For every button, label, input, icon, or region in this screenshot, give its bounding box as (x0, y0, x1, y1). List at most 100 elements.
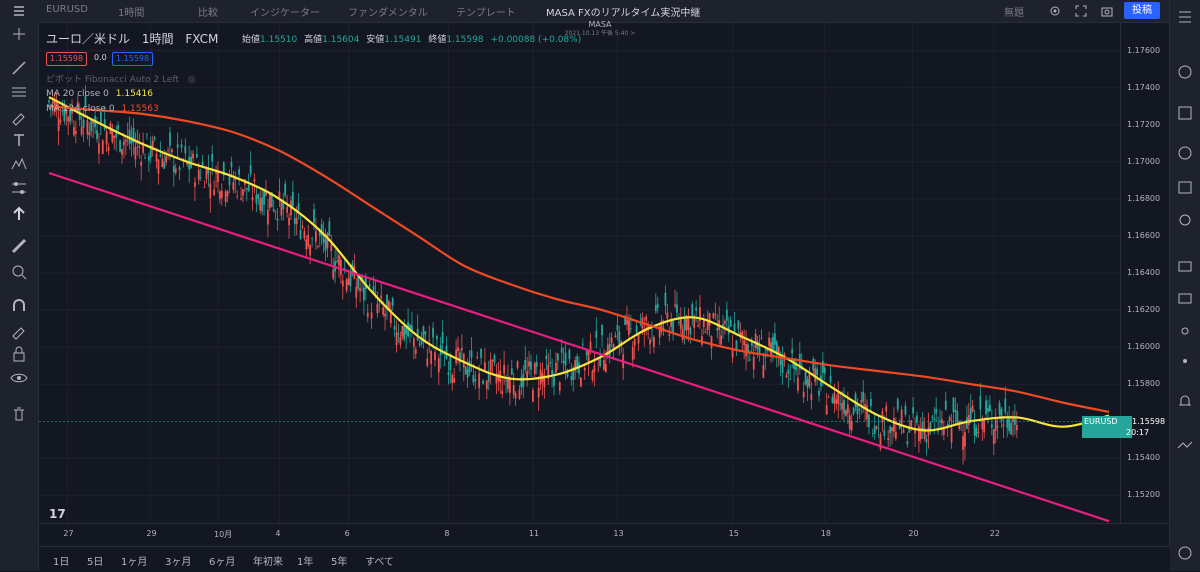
candle-body (699, 306, 701, 321)
candle-body (484, 362, 486, 370)
candle-body (63, 106, 66, 121)
candle-body (434, 352, 436, 361)
prediction-icon[interactable] (9, 178, 29, 198)
candle-body (393, 326, 396, 330)
range-button[interactable]: 3ヶ月 (165, 557, 192, 568)
time-tick: 20 (908, 529, 919, 538)
eye-icon[interactable] (9, 368, 29, 388)
candle-body (570, 376, 573, 380)
candle-body (739, 331, 742, 337)
indicators-button[interactable]: インジケーター (250, 8, 320, 19)
pattern-icon[interactable] (9, 154, 29, 174)
ma124-legend[interactable]: MA 124 close 0 1.15563 (46, 104, 159, 114)
symbol-legend[interactable]: ユーロ／米ドル 1時間 FXCM (46, 30, 218, 47)
magnet-icon[interactable] (9, 296, 29, 316)
candle-body (873, 426, 876, 434)
price-scale[interactable]: 1.17600 1.17400 1.17200 1.17000 1.16800 1.166… (1120, 23, 1171, 523)
pivot-legend[interactable]: ピボット Fibonacci Auto 2 Left ◎ (46, 75, 196, 85)
candle-body (184, 146, 187, 154)
candle-body (706, 322, 709, 331)
data-window-icon[interactable] (1176, 104, 1194, 122)
compare-button[interactable]: 比較 (198, 8, 218, 19)
candle-body (887, 438, 890, 441)
candle-body (1014, 416, 1016, 425)
symbol-name: ユーロ／米ドル (46, 32, 131, 46)
candle-body (860, 400, 863, 404)
range-button[interactable]: 1日 (53, 557, 70, 568)
candle-body (437, 358, 440, 373)
text-icon[interactable] (9, 130, 29, 150)
brush-icon[interactable] (9, 106, 29, 126)
ruler-icon[interactable] (9, 236, 29, 256)
sell-button[interactable]: 1.15598 (46, 52, 88, 66)
ma20-legend[interactable]: MA 20 close 0 1.15416 (46, 89, 153, 99)
trading-panel-icon[interactable] (1176, 436, 1194, 454)
menu-icon[interactable] (12, 4, 26, 18)
price-tick: 1.16800 (1127, 193, 1161, 203)
horizontal-lines-icon[interactable] (9, 82, 29, 102)
trash-icon[interactable] (9, 404, 29, 424)
candle-body (418, 343, 421, 345)
camera-icon[interactable] (1100, 4, 1114, 18)
symbol-search-button[interactable]: EURUSD (46, 4, 88, 15)
trendline-icon[interactable] (9, 58, 29, 78)
candle-body (656, 303, 659, 309)
layout-title[interactable]: MASA FXのリアルタイム実況中継 (546, 8, 701, 19)
streams-icon[interactable] (1176, 322, 1194, 340)
hotlist-icon[interactable] (1176, 144, 1194, 162)
settings-icon[interactable] (1048, 4, 1062, 18)
candle-body (864, 404, 867, 410)
candle-body (591, 371, 594, 381)
zoom-icon[interactable] (9, 262, 29, 282)
candle-body (610, 337, 613, 344)
candle-body (236, 196, 239, 197)
candle-body (324, 239, 327, 251)
broadcast-icon[interactable] (1176, 352, 1194, 370)
candle-body (313, 209, 315, 223)
range-button[interactable]: 1ヶ月 (121, 557, 148, 568)
candle-body (752, 356, 755, 370)
ideas-icon[interactable] (1176, 212, 1194, 230)
interval-button[interactable]: 1時間 (118, 8, 145, 19)
candle-body (772, 336, 774, 351)
time-scale[interactable]: 27 29 10月 4 6 8 11 13 15 18 20 22 (39, 523, 1170, 546)
fundamentals-button[interactable]: ファンダメンタル (348, 8, 428, 19)
unnamed-layout[interactable]: 無題 (1004, 8, 1024, 19)
price-chart[interactable]: 17 (39, 23, 1120, 523)
range-button[interactable]: 5日 (87, 557, 104, 568)
eye-off-icon[interactable]: ◎ (187, 75, 196, 85)
candle-body (111, 129, 114, 143)
range-button[interactable]: 5年 (331, 557, 348, 568)
candle-body (535, 361, 538, 367)
publish-button[interactable]: 投稿 (1124, 2, 1160, 19)
candle-body (268, 193, 271, 209)
candle-body (724, 321, 726, 324)
range-button[interactable]: 1年 (297, 557, 314, 568)
lock-icon[interactable] (9, 344, 29, 364)
crosshair-icon[interactable] (9, 24, 29, 44)
trendline-series (48, 171, 1110, 523)
notifications-icon[interactable] (1176, 290, 1194, 308)
alert-icon[interactable] (1176, 62, 1194, 80)
arrow-up-icon[interactable] (9, 204, 29, 224)
range-button[interactable]: 年初来 (253, 557, 283, 568)
candle-body (754, 333, 757, 348)
help-icon[interactable] (1176, 544, 1194, 562)
range-button[interactable]: 6ヶ月 (209, 557, 236, 568)
range-button[interactable]: すべて (365, 557, 394, 568)
candle-body (981, 417, 984, 430)
candle-body (242, 189, 244, 196)
lock-drawing-icon[interactable] (9, 320, 29, 340)
candle-body (942, 427, 945, 435)
candle-body (428, 339, 431, 341)
candle-body (224, 191, 227, 202)
buy-button[interactable]: 1.15598 (112, 52, 154, 66)
templates-button[interactable]: テンプレート (456, 8, 516, 19)
watchlist-icon[interactable] (1176, 8, 1194, 26)
chat-icon[interactable] (1176, 258, 1194, 276)
candle-body (750, 340, 753, 347)
calendar-icon[interactable] (1176, 178, 1194, 196)
fullscreen-icon[interactable] (1074, 4, 1088, 18)
candle-body (950, 428, 953, 443)
bell-icon[interactable] (1176, 392, 1194, 410)
